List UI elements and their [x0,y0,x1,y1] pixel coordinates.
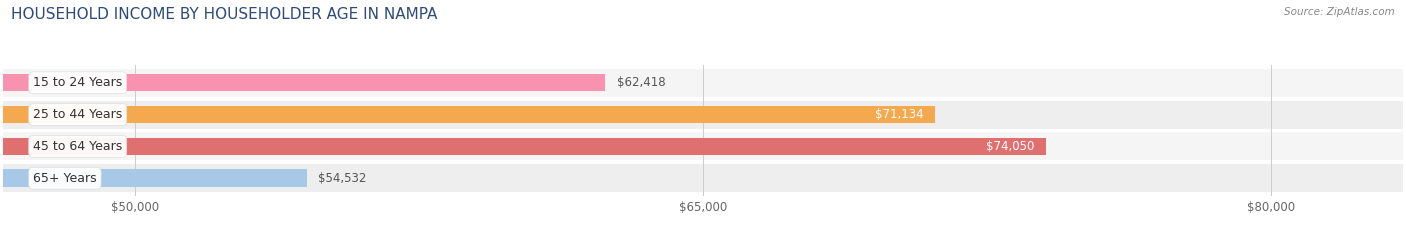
Text: 65+ Years: 65+ Years [34,172,97,185]
Text: Source: ZipAtlas.com: Source: ZipAtlas.com [1284,7,1395,17]
Text: 45 to 64 Years: 45 to 64 Years [34,140,122,153]
Text: 25 to 44 Years: 25 to 44 Years [34,108,122,121]
Bar [3,138,1046,155]
Text: HOUSEHOLD INCOME BY HOUSEHOLDER AGE IN NAMPA: HOUSEHOLD INCOME BY HOUSEHOLDER AGE IN N… [11,7,437,22]
Text: $54,532: $54,532 [318,172,367,185]
Bar [3,101,1403,129]
Text: $71,134: $71,134 [875,108,924,121]
Text: 15 to 24 Years: 15 to 24 Years [34,76,122,89]
Bar [3,169,307,187]
Bar [3,74,605,92]
Bar [3,106,935,123]
Text: $74,050: $74,050 [986,140,1035,153]
Bar [3,69,1403,97]
Text: $62,418: $62,418 [617,76,665,89]
Bar [3,164,1403,192]
Bar [3,132,1403,160]
